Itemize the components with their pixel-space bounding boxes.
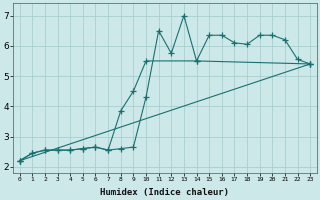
X-axis label: Humidex (Indice chaleur): Humidex (Indice chaleur) <box>100 188 229 197</box>
